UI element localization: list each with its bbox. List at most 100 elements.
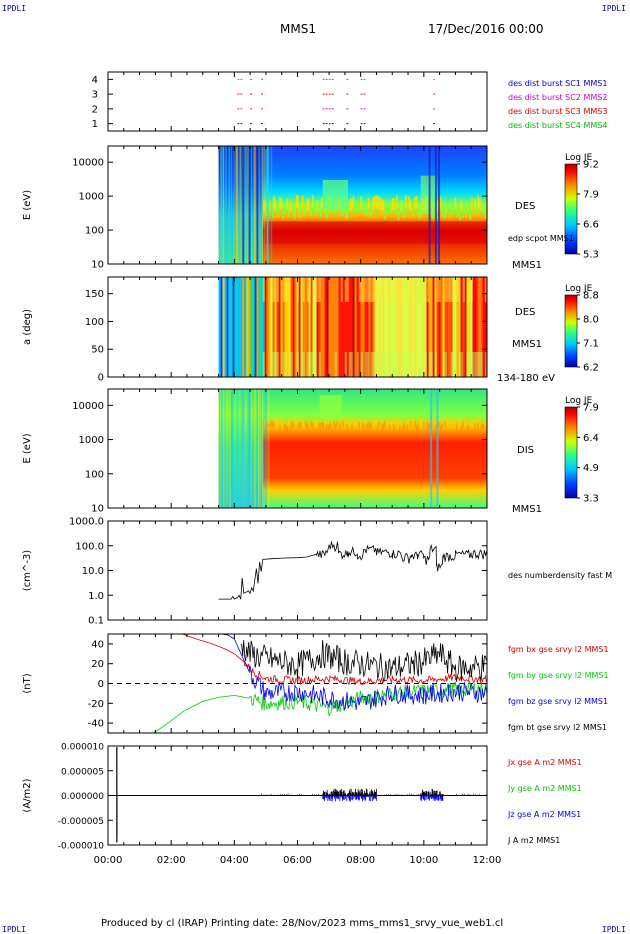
spectrogram-texture [361, 423, 364, 430]
pitch-texture [390, 352, 393, 377]
pitch-column [352, 277, 355, 377]
spectrogram-texture [370, 205, 373, 215]
spectrogram-streak [434, 146, 437, 264]
spectrogram-texture [414, 421, 416, 428]
y-axis-title: E (eV) [22, 433, 33, 463]
spectrogram-texture [384, 211, 386, 220]
spectrogram-texture [346, 210, 349, 220]
pitch-texture [478, 352, 481, 377]
spectrogram-texture [348, 419, 350, 426]
spectrogram-streak [219, 389, 221, 508]
spectrogram-texture [363, 424, 365, 431]
spectrogram-texture [424, 418, 427, 425]
spectrogram-texture [456, 208, 458, 218]
spectrogram-texture [477, 195, 479, 209]
y-tick-label: -20 [88, 699, 104, 710]
spectrogram-streak [259, 389, 261, 508]
pitch-column [334, 277, 337, 377]
pitch-texture [276, 352, 279, 377]
pitch-column [328, 277, 331, 377]
pitch-column [338, 277, 341, 377]
pitch-texture [472, 352, 475, 377]
spectrogram-texture [274, 417, 277, 424]
spectrogram-texture [412, 418, 415, 425]
y-tick-label: 10 [91, 260, 104, 271]
pitch-texture [270, 352, 273, 377]
spectrogram-texture [390, 203, 392, 213]
y-tick-label: 40 [91, 639, 104, 650]
spectrogram-texture [442, 201, 445, 212]
spectrogram-streak [223, 146, 225, 264]
spectrogram-texture [447, 420, 449, 427]
pitch-column [424, 277, 427, 377]
pitch-texture [316, 277, 319, 302]
spectrogram-streak [228, 146, 230, 264]
pitch-column [472, 277, 475, 377]
spectrogram-texture [484, 420, 487, 427]
pitch-column [456, 277, 459, 377]
pitch-column [298, 277, 301, 377]
pitch-column [446, 277, 449, 377]
colorbar-tick-label: 7.9 [583, 190, 599, 201]
pitch-column [264, 277, 267, 377]
spectrogram-texture [312, 423, 314, 430]
pitch-column [258, 277, 261, 377]
spectrogram-texture [411, 417, 413, 424]
spectrogram-texture [400, 420, 403, 427]
pitch-column [294, 277, 297, 377]
pitch-column [404, 277, 407, 377]
y-tick-label: 20 [91, 659, 104, 670]
spectrogram-texture [378, 421, 380, 428]
spectrogram-texture [283, 423, 286, 430]
pitch-texture [334, 352, 337, 377]
spectrogram-streak [253, 146, 255, 264]
spectrogram-texture [402, 424, 404, 431]
spectrogram-texture [268, 202, 271, 213]
y-axis-title: (A/m2) [22, 778, 33, 812]
pitch-texture [418, 352, 421, 377]
pitch-column [396, 277, 399, 377]
pitch-column [230, 277, 233, 377]
spectrogram-texture [340, 208, 343, 218]
pitch-texture [382, 352, 385, 377]
pitch-texture [314, 352, 317, 377]
pitch-column [398, 277, 401, 377]
spectrogram-streak [428, 146, 431, 264]
pitch-texture [452, 352, 455, 377]
spectrogram-streak [237, 146, 239, 264]
spectrogram-texture [339, 422, 341, 429]
pitch-column [238, 277, 241, 377]
spectrogram-streak [240, 146, 242, 264]
spectrogram-texture [460, 199, 463, 211]
pitch-column [356, 277, 359, 377]
spectrogram-streak [242, 146, 245, 264]
spectrogram-texture [474, 197, 476, 210]
pitch-texture [476, 352, 479, 377]
y-tick-label: 100 [85, 469, 104, 480]
spectrogram-texture [483, 203, 485, 214]
spectrogram-streak [255, 389, 257, 508]
pitch-column [280, 277, 283, 377]
pitch-column [286, 277, 289, 377]
spectrogram-streak [233, 146, 235, 264]
spectrogram-texture [280, 418, 283, 425]
spectrogram-streak [225, 146, 227, 264]
pitch-column [224, 277, 227, 377]
spectrogram-texture [265, 209, 268, 218]
spectrogram-streak [242, 389, 245, 508]
pitch-column [380, 277, 383, 377]
density-trace [218, 541, 487, 600]
spectrogram-streak [231, 389, 233, 508]
spectrogram-streak [266, 146, 268, 264]
spectrogram-texture [417, 424, 419, 431]
pitch-column [226, 277, 229, 377]
spectrogram-texture [462, 421, 464, 428]
pitch-texture [364, 277, 367, 302]
spectrogram-texture [358, 202, 361, 213]
pitch-column [222, 277, 225, 377]
spectrogram-texture [313, 420, 316, 427]
spectrogram-texture [340, 417, 343, 424]
pitch-column [312, 277, 315, 377]
spectrogram-texture [265, 423, 268, 430]
pitch-texture [276, 277, 279, 302]
